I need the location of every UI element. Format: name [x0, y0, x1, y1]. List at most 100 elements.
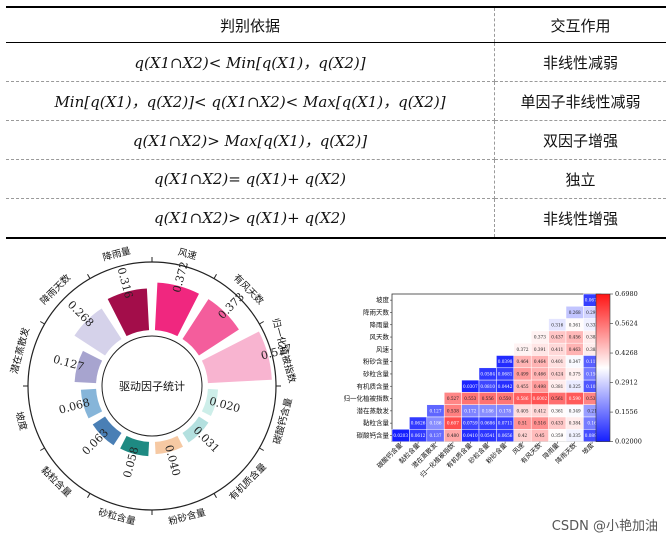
cell-value-label: 0.103	[586, 384, 598, 389]
cell-value-label: 0.0612	[411, 433, 426, 438]
colorbar-tick-label: 0.02000	[615, 438, 642, 446]
category-label: 降雨量	[101, 246, 132, 264]
cell-value-label: 0.335	[569, 433, 581, 438]
category-label: 粉砂含量	[167, 506, 207, 528]
cell-value-label: 0.463	[569, 347, 581, 352]
row-label: 砂粒含量	[363, 369, 390, 378]
cell-value-label: 0.553	[464, 396, 476, 401]
cell-value-label: 0.359	[551, 433, 563, 438]
cell-value-label: 0.411	[551, 347, 563, 352]
colorbar-tick-label: 0.4268	[615, 349, 638, 357]
row-label: 归一化植被指数	[344, 394, 390, 403]
cell-value-label: 0.51	[518, 421, 528, 426]
cell-value-label: 0.590	[569, 396, 581, 401]
colorbar-tick-label: 0.1556	[615, 408, 638, 416]
cell-value-label: 0.127	[430, 408, 442, 413]
cell-value-label: 0.466	[534, 371, 546, 376]
radial-bar	[120, 435, 150, 457]
cell-value-label: 0.268	[569, 310, 581, 315]
cell-value-label: 0.401	[551, 359, 563, 364]
value-label: 0.058	[121, 445, 142, 479]
cell-value-label: 0.186	[430, 421, 442, 426]
value-label: 0.068	[57, 396, 91, 417]
cell-value-label: 0.391	[534, 347, 546, 352]
colorbar-tick-label: 0.2912	[615, 379, 638, 387]
value-label: 0.031	[191, 424, 222, 455]
category-label: 砂粒含量	[97, 506, 137, 528]
watermark: CSDN @小艳加油	[551, 519, 658, 534]
cell-value-label: 0.405	[517, 408, 529, 413]
row-label: 降雨天数	[363, 307, 390, 316]
value-label: 0.373	[216, 290, 247, 321]
table-row: q(X1∩X2)< Min[q(X1)，q(X2)] 非线性减弱	[6, 42, 666, 82]
cell-value-label: 0.0541	[480, 433, 495, 438]
criterion-cell: Min[q(X1)，q(X2)]< q(X1∩X2)< Max[q(X1)，q(…	[6, 81, 495, 121]
interaction-criteria-table: 判别依据 交互作用 q(X1∩X2)< Min[q(X1)，q(X2)] 非线性…	[6, 6, 666, 239]
colorbar-tick-label: 0.5624	[615, 320, 638, 328]
interaction-cell: 双因子增强	[494, 120, 666, 160]
cell-value-label: 0.412	[534, 408, 546, 413]
cell-value-label: 0.375	[569, 371, 581, 376]
interaction-cell: 非线性增强	[494, 198, 666, 239]
cell-value-label: 0.45	[535, 433, 545, 438]
radial-bar	[182, 299, 239, 356]
cell-value-label: 0.156	[586, 371, 598, 376]
cell-value-label: 0.0626	[411, 421, 426, 426]
criterion-cell: q(X1∩X2)= q(X1)+ q(X2)	[6, 159, 495, 199]
radial-bar	[80, 388, 103, 419]
radial-bar	[201, 331, 272, 384]
cell-value-label: 0.372	[517, 347, 529, 352]
cell-value-label: 0.516	[534, 421, 546, 426]
cell-value-label: 0.480	[447, 433, 459, 438]
cell-value-label: 0.561	[551, 396, 563, 401]
cell-value-label: 0.117	[586, 359, 598, 364]
value-label: 0.127	[52, 353, 86, 374]
chart-title: 驱动因子统计	[119, 380, 185, 393]
cell-value-label: 0.21	[587, 408, 597, 413]
cell-value-label: 0.0897	[585, 433, 600, 438]
table-row: q(X1∩X2)> Max[q(X1)，q(X2)] 双因子增强	[6, 120, 666, 160]
inner-ring	[101, 335, 203, 437]
interaction-cell: 独立	[494, 159, 666, 199]
cell-value-label: 0.291	[586, 310, 598, 315]
ring-tick	[259, 447, 264, 451]
cell-value-label: 0.0711	[498, 421, 513, 426]
interaction-heatmap: 0.0675 0.268 0.291 0.316 0.361 0.333 0.373 0.43…	[344, 290, 642, 479]
ring-tick	[259, 321, 264, 325]
cell-value-label: 0.499	[517, 371, 529, 376]
cell-value-label: 0.361	[569, 322, 581, 327]
cell-value-label: 0.0656	[498, 433, 513, 438]
radial-bar	[74, 350, 103, 384]
cell-value-label: 0.0675	[585, 298, 600, 303]
cell-value-label: 0.464	[534, 359, 546, 364]
cell-value-label: 0.531	[586, 396, 598, 401]
category-label: 潜在蒸散发	[8, 326, 32, 375]
row-label: 风速	[376, 345, 390, 353]
row-label: 降雨量	[370, 320, 390, 329]
cell-value-label: 0.464	[517, 359, 529, 364]
cell-value-label: 0.498	[534, 384, 546, 389]
criterion-cell: q(X1∩X2)> Max[q(X1)，q(X2)]	[6, 120, 495, 160]
radial-bar	[201, 388, 219, 417]
criterion-cell: q(X1∩X2)> q(X1)+ q(X2)	[6, 198, 495, 239]
category-label: 风速	[177, 247, 199, 263]
cell-value-label: 0.424	[551, 371, 563, 376]
cell-value-label: 0.433	[551, 421, 563, 426]
cell-value-label: 0.6002	[533, 396, 548, 401]
cell-value-label: 0.0759	[463, 421, 478, 426]
value-label: 0.020	[208, 395, 242, 416]
cell-value-label: 0.456	[569, 335, 581, 340]
ring-tick	[87, 274, 91, 279]
value-label: 0.040	[162, 444, 183, 478]
cell-value-label: 0.0398	[498, 359, 513, 364]
table-row: Min[q(X1)，q(X2)]< q(X1∩X2)< Max[q(X1)，q(…	[6, 81, 666, 121]
cell-value-label: 0.0410	[463, 433, 478, 438]
cell-value-label: 0.381	[551, 384, 563, 389]
row-label: 黏粒含量	[363, 418, 390, 427]
cell-value-label: 0.382	[586, 347, 598, 352]
table-row: q(X1∩X2)= q(X1)+ q(X2) 独立	[6, 159, 666, 199]
cell-value-label: 0.0307	[463, 384, 478, 389]
interaction-cell: 非线性减弱	[494, 42, 666, 82]
table-header-row: 判别依据 交互作用	[6, 6, 666, 43]
